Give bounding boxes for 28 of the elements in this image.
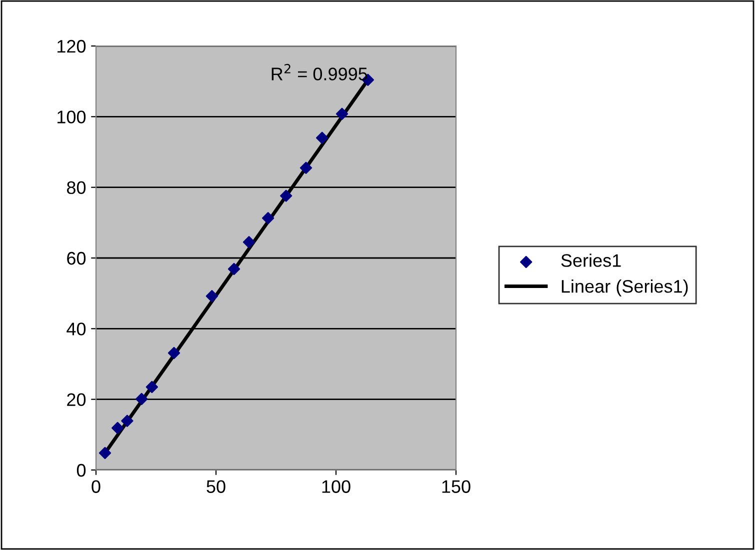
x-tick-label: 0 xyxy=(92,480,100,493)
point xyxy=(206,290,218,302)
y-tick-label: 0 xyxy=(76,464,86,477)
point xyxy=(146,380,158,394)
y-tick-label: 40 xyxy=(66,322,86,336)
point xyxy=(112,422,124,434)
point xyxy=(262,212,274,224)
y-tick-label: 20 xyxy=(67,393,86,406)
point xyxy=(136,392,148,406)
y-tick-label: 60 xyxy=(67,252,86,265)
point xyxy=(228,262,240,276)
point xyxy=(316,132,328,144)
point xyxy=(168,346,180,360)
point xyxy=(242,236,256,248)
point xyxy=(121,414,134,427)
point xyxy=(280,190,292,202)
point xyxy=(300,162,312,174)
x-tick-label: 150 xyxy=(442,480,470,493)
annotation: R$^{2}$ = 0.9995 xyxy=(272,64,368,80)
x-tick-label: 50 xyxy=(206,480,226,493)
legend-label: Series1 xyxy=(561,254,621,267)
legend-label: Linear (Series1) xyxy=(562,280,688,296)
y-tick-label: 120 xyxy=(58,40,86,53)
x-tick-label: 100 xyxy=(322,480,350,493)
point xyxy=(98,446,112,460)
y-tick-label: 80 xyxy=(66,181,86,194)
point xyxy=(336,108,348,120)
y-tick-label: 100 xyxy=(58,110,86,124)
